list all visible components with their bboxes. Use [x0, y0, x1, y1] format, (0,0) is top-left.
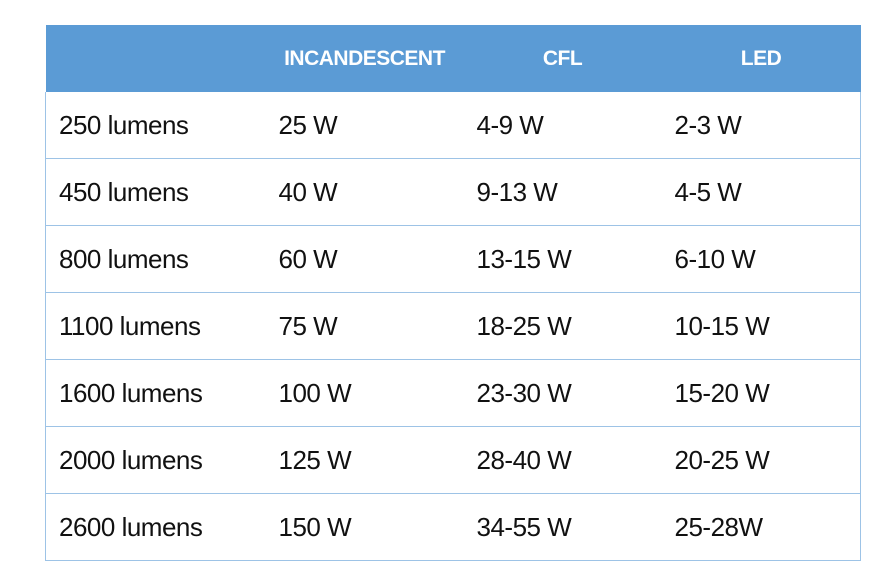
cell: 15-20 W [661, 359, 861, 427]
cell: 25-28W [661, 493, 861, 561]
cell: 2-3 W [661, 92, 861, 159]
table-row: 450 lumens 40 W 9-13 W 4-5 W [45, 158, 861, 226]
cell: 23-30 W [463, 359, 662, 427]
column-header: LED [661, 25, 861, 92]
table-body: 250 lumens 25 W 4-9 W 2-3 W 450 lumens 40 W 9-… [45, 92, 861, 561]
cell: 25 W [265, 92, 464, 159]
row-label: 1600 lumens [45, 359, 266, 427]
cell: 6-10 W [661, 225, 861, 293]
cell: 20-25 W [661, 426, 861, 494]
table-row: 1600 lumens 100 W 23-30 W 15-20 W [45, 359, 861, 427]
cell: 60 W [265, 225, 464, 293]
cell: 40 W [265, 158, 464, 226]
cell: 28-40 W [463, 426, 662, 494]
cell: 100 W [265, 359, 464, 427]
table-row: 2000 lumens 125 W 28-40 W 20-25 W [45, 426, 861, 494]
lumens-table: INCANDESCENT CFL LED 250 lumens 25 W 4-9 W 2-… [45, 25, 861, 561]
row-label: 1100 lumens [45, 292, 266, 360]
table-row: 2600 lumens 150 W 34-55 W 25-28W [45, 493, 861, 561]
table-row: 250 lumens 25 W 4-9 W 2-3 W [45, 92, 861, 159]
row-label: 2000 lumens [45, 426, 266, 494]
cell: 75 W [265, 292, 464, 360]
row-label: 800 lumens [45, 225, 266, 293]
header-row: INCANDESCENT CFL LED [45, 25, 861, 92]
row-label: 2600 lumens [45, 493, 266, 561]
cell: 10-15 W [661, 292, 861, 360]
cell: 9-13 W [463, 158, 662, 226]
table-row: 1100 lumens 75 W 18-25 W 10-15 W [45, 292, 861, 360]
cell: 4-5 W [661, 158, 861, 226]
cell: 125 W [265, 426, 464, 494]
cell: 150 W [265, 493, 464, 561]
column-header: CFL [463, 25, 662, 92]
cell: 4-9 W [463, 92, 662, 159]
table-row: 800 lumens 60 W 13-15 W 6-10 W [45, 225, 861, 293]
cell: 34-55 W [463, 493, 662, 561]
row-label: 450 lumens [45, 158, 266, 226]
row-label: 250 lumens [45, 92, 266, 159]
cell: 18-25 W [463, 292, 662, 360]
header-corner [45, 25, 266, 92]
column-header: INCANDESCENT [265, 25, 464, 92]
cell: 13-15 W [463, 225, 662, 293]
